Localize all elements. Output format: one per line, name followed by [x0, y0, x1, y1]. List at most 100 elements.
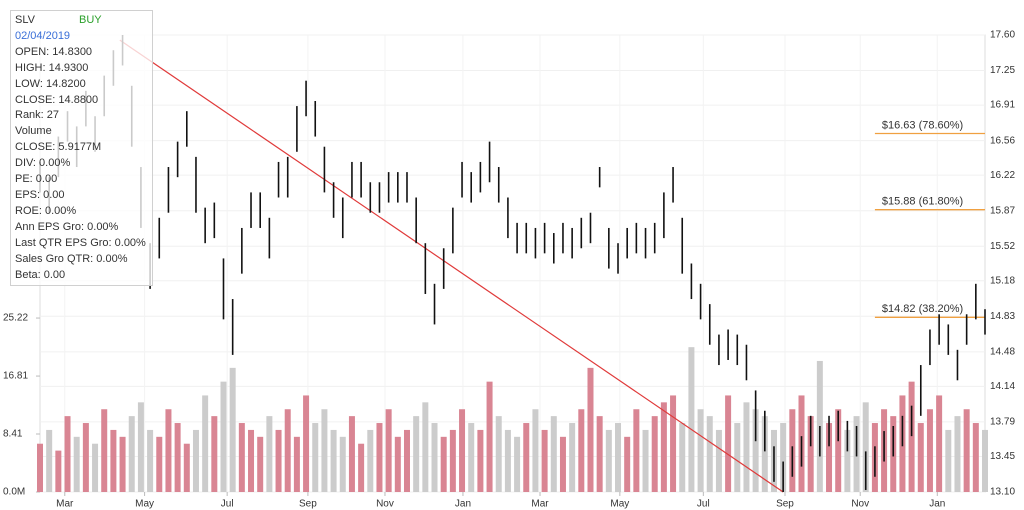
volume-bar — [440, 436, 447, 492]
y2-tick-label: 25.22 — [3, 313, 28, 324]
y-tick-label: 13.10 — [990, 487, 1015, 498]
volume-bar — [596, 416, 603, 492]
x-tick-label: Nov — [376, 499, 394, 510]
volume-bar — [688, 347, 695, 492]
volume-bar — [642, 429, 649, 492]
volume-bar — [403, 429, 410, 492]
volume-bar — [459, 409, 466, 492]
level-label: $15.88 (61.80%) — [882, 196, 963, 208]
volume-bar — [147, 429, 154, 492]
y-tick-label: 15.18 — [990, 275, 1015, 286]
volume-bar — [55, 450, 62, 492]
x-tick-label: Jul — [697, 499, 710, 510]
info-line: OPEN: 14.8300 — [15, 45, 93, 58]
volume-bar — [248, 429, 255, 492]
volume-bar — [367, 429, 374, 492]
volume-bar — [559, 436, 566, 492]
volume-bar — [183, 443, 190, 492]
volume-bar — [358, 443, 365, 492]
volume-bar — [348, 416, 355, 492]
volume-bar — [82, 423, 89, 492]
volume-bar — [651, 416, 658, 492]
volume-bar — [101, 409, 108, 492]
volume-bar — [972, 423, 979, 492]
volume-bar — [211, 416, 218, 492]
volume-bar — [174, 423, 181, 492]
info-line: ROE: 0.00% — [15, 204, 77, 217]
x-tick-label: Sep — [299, 499, 317, 510]
level-label: $14.82 (38.20%) — [882, 303, 963, 315]
volume-bar — [660, 402, 667, 492]
volume-bar — [761, 416, 768, 492]
volume-bar — [862, 402, 869, 492]
volume-bar — [422, 402, 429, 492]
volume-bar — [532, 409, 539, 492]
volume-bar — [743, 402, 750, 492]
symbol: SLV — [15, 14, 35, 26]
info-line: Last QTR EPS Gro: 0.00% — [15, 236, 146, 249]
x-tick-label: May — [135, 499, 154, 510]
volume-bar — [615, 423, 622, 492]
info-line: CLOSE: 5.9177M — [15, 141, 102, 154]
volume-bar — [468, 423, 475, 492]
volume-bar — [37, 443, 43, 492]
y2-tick-label: 16.81 — [3, 371, 28, 382]
info-line: Rank: 27 — [15, 109, 60, 122]
volume-bar — [477, 429, 484, 492]
info-line: EPS: 0.00 — [15, 188, 65, 201]
info-line: CLOSE: 14.8800 — [15, 93, 99, 106]
volume-bar — [734, 423, 741, 492]
info-line: HIGH: 14.9300 — [15, 61, 89, 74]
info-line: Ann EPS Gro: 0.00% — [15, 220, 119, 233]
info-box: SLV BUY 02/04/2019 OPEN: 14.8300 HIGH: 14.… — [10, 10, 153, 286]
volume-bar — [284, 409, 291, 492]
volume-bar — [844, 429, 851, 492]
info-line: Beta: 0.00 — [15, 268, 66, 281]
volume-bar — [202, 395, 209, 492]
y-tick-label: 13.79 — [990, 417, 1015, 428]
volume-bar — [303, 395, 310, 492]
volume-bar — [826, 423, 833, 492]
volume-bar — [293, 436, 300, 492]
volume-bar — [550, 416, 557, 492]
date: 02/04/2019 — [15, 29, 71, 42]
trend-line — [119, 39, 784, 493]
volume-bar — [495, 416, 502, 492]
info-line: LOW: 14.8200 — [15, 77, 86, 90]
y2-tick-label: 8.41 — [3, 429, 23, 440]
info-line: PE: 0.00 — [15, 173, 58, 186]
volume-bar — [670, 395, 677, 492]
y-tick-label: 15.52 — [990, 241, 1015, 252]
volume-bar — [523, 423, 530, 492]
x-tick-label: May — [610, 499, 629, 510]
y-tick-label: 17.25 — [990, 65, 1015, 76]
volume-bar — [587, 367, 594, 492]
y-tick-label: 14.83 — [990, 311, 1015, 322]
volume-bar — [605, 429, 612, 492]
volume-bar — [679, 423, 686, 492]
y2-tick-label: 0.0M — [3, 487, 25, 498]
volume-bar — [926, 409, 933, 492]
volume-bar — [339, 436, 346, 492]
x-tick-label: Jan — [455, 499, 471, 510]
volume-bar — [394, 436, 401, 492]
x-tick-label: Jan — [929, 499, 945, 510]
volume-bar — [413, 416, 420, 492]
volume-bar — [917, 423, 924, 492]
volume-bar — [64, 416, 71, 492]
volume-bar — [385, 409, 392, 492]
volume-bar — [486, 381, 493, 492]
volume-bar — [835, 409, 842, 492]
volume-bar — [633, 409, 640, 492]
x-tick-label: Mar — [531, 499, 549, 510]
volume-bar — [752, 409, 759, 492]
volume-bar — [321, 409, 328, 492]
volume-bar — [807, 416, 814, 492]
info-head: SLV BUY — [15, 13, 148, 29]
volume-bar — [954, 416, 961, 492]
y-tick-label: 14.48 — [990, 346, 1015, 357]
level-label: $16.63 (78.60%) — [882, 119, 963, 131]
volume-bar — [92, 443, 99, 492]
